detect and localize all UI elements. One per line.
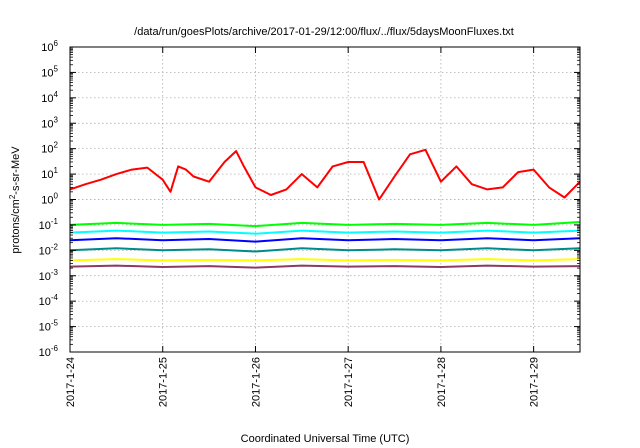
grid-lines <box>70 47 580 352</box>
y-tick-label: 10-2 <box>39 242 59 257</box>
x-tick-label: 2017-1-25 <box>158 357 170 407</box>
chart-title: /data/run/goesPlots/archive/2017-01-29/1… <box>134 26 514 38</box>
y-axis-label: protons/cm2-s-sr-MeV <box>8 146 22 254</box>
x-tick-label: 2017-1-27 <box>343 357 355 407</box>
x-tick-label: 2017-1-26 <box>250 357 262 407</box>
series-line <box>69 229 581 235</box>
series-line <box>69 221 581 228</box>
x-tick-label: 2017-1-28 <box>436 357 448 407</box>
x-axis-ticks: 2017-1-24 2017-1-25 2017-1-26 2017-1-27 2017… <box>65 47 541 407</box>
y-tick-label: 104 <box>41 90 58 105</box>
y-tick-label: 101 <box>41 166 58 181</box>
y-tick-label: 10-4 <box>39 293 59 308</box>
series-line <box>69 237 581 243</box>
y-tick-label: 10-1 <box>39 217 59 232</box>
y-tick-label: 10-5 <box>39 319 59 334</box>
series-line <box>69 264 581 269</box>
y-tick-label: 106 <box>41 39 58 54</box>
x-tick-label: 2017-1-24 <box>65 357 77 407</box>
x-tick-label: 2017-1-29 <box>529 357 541 407</box>
series-line <box>69 258 581 262</box>
y-tick-label: 105 <box>41 64 58 79</box>
x-axis-label: Coordinated Universal Time (UTC) <box>241 433 410 445</box>
series-line <box>69 247 581 253</box>
y-tick-label: 102 <box>41 141 58 156</box>
y-tick-label: 10-3 <box>39 268 59 283</box>
y-tick-label: 10-6 <box>39 344 59 359</box>
series-line <box>69 148 581 201</box>
y-axis-ticks: 10-6 10-5 10-4 10-3 10-2 10-1 100 101 102 103 104 1… <box>39 39 580 359</box>
y-tick-label: 100 <box>41 192 58 207</box>
data-series <box>69 148 581 269</box>
y-tick-label: 103 <box>41 115 58 130</box>
